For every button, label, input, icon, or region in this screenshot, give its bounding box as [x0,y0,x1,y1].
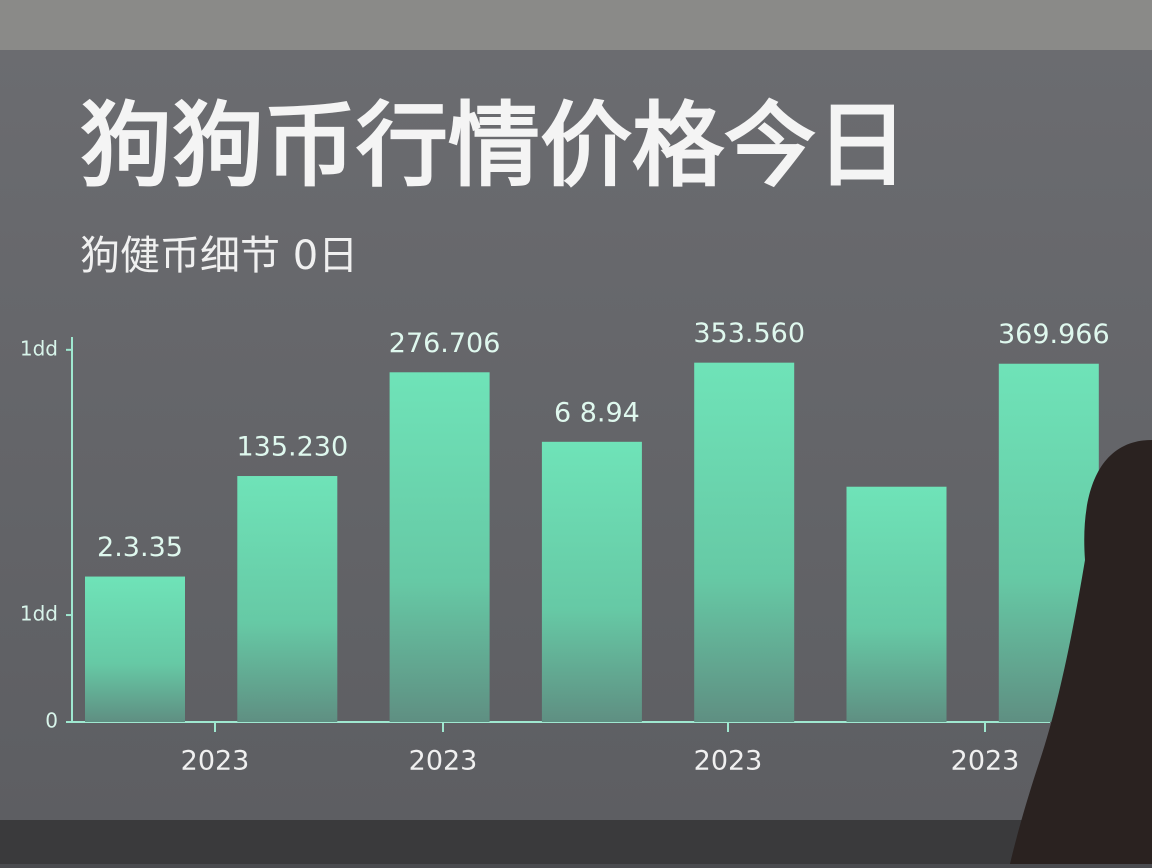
bar-label: 353.560 [693,318,805,349]
x-tick-label: 2023 [694,746,763,777]
bar [389,372,490,722]
floor [0,820,1152,864]
y-tick-label: 1dd [20,602,58,626]
y-tick-label: 0 [45,709,58,733]
bar [85,576,185,722]
bar-label: 2.3.35 [97,532,183,563]
chart-title: 狗狗币行情价格今日 [80,92,908,199]
person-silhouette [1010,440,1152,864]
bar [846,486,947,722]
x-tick-label: 2023 [409,746,478,777]
plot: 0 1dd 1dd 2.3.35 135.230 276.706 6 8.94 353.560… [20,318,1110,776]
bar [694,362,795,722]
chart-subtitle: 狗健币细节 0日 [80,233,358,279]
bar-label: 369.966 [998,319,1110,350]
x-tick-label: 2023 [951,746,1020,777]
bar-label: 135.230 [236,432,348,463]
x-tick-label: 2023 [181,746,250,777]
bar-label: 6 8.94 [554,397,640,428]
y-tick-label: 1dd [20,336,58,360]
bar [541,441,642,722]
bar-label: 276.706 [389,328,501,359]
bar [237,476,338,722]
